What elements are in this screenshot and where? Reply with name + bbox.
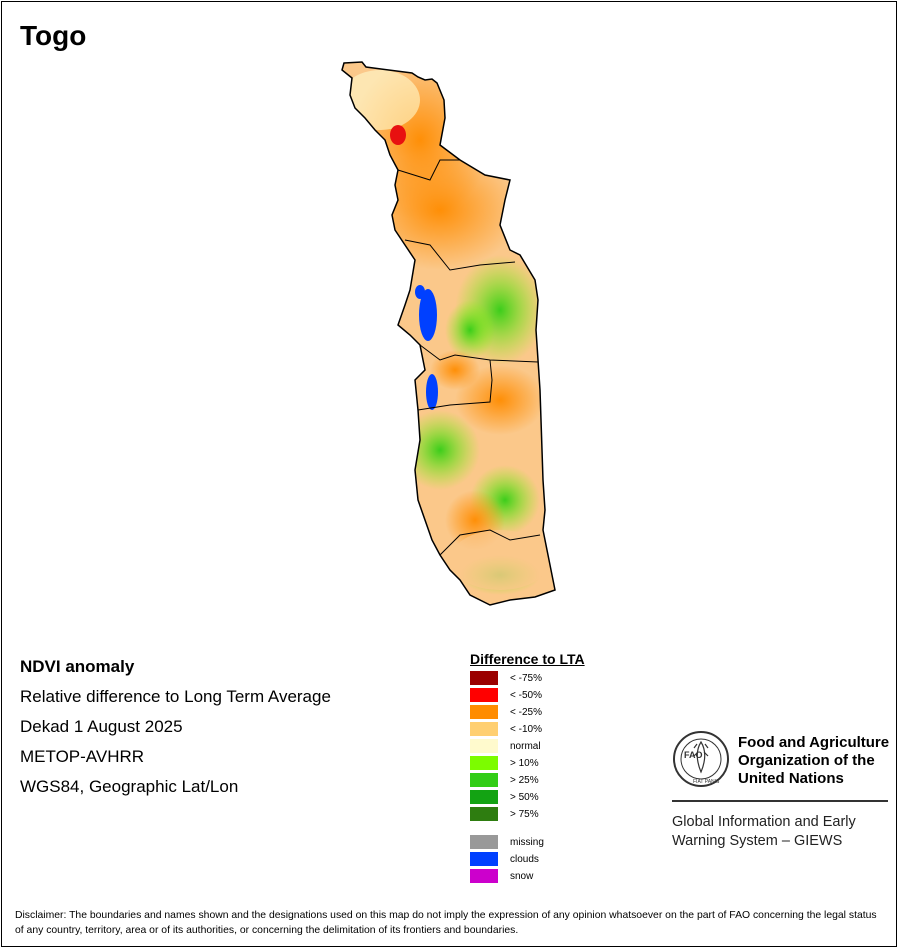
- legend-label: clouds: [510, 853, 539, 865]
- legend-label: snow: [510, 870, 534, 882]
- togo-ndvi-map: [341, 61, 556, 606]
- legend-swatch: [470, 688, 498, 702]
- legend-swatch: [470, 705, 498, 719]
- product-sensor: METOP-AVHRR: [20, 747, 145, 766]
- legend-item: normal: [470, 739, 541, 753]
- legend-item: > 10%: [470, 756, 539, 770]
- legend-label: < -10%: [510, 723, 542, 735]
- giews-name: Global Information and Early Warning Sys…: [672, 813, 892, 851]
- legend-label: < -50%: [510, 689, 542, 701]
- fao-name-line: Organization of the: [738, 752, 875, 769]
- legend-swatch: [470, 773, 498, 787]
- fao-name-line: Food and Agriculture: [738, 734, 890, 751]
- giews-line: Warning System – GIEWS: [672, 833, 843, 849]
- legend-swatch: [470, 671, 498, 685]
- legend-item: > 50%: [470, 790, 539, 804]
- legend-swatch: [470, 790, 498, 804]
- fao-divider: [672, 800, 888, 802]
- legend-item: < -25%: [470, 705, 542, 719]
- product-name: NDVI anomaly: [20, 657, 135, 676]
- legend-swatch: [470, 722, 498, 736]
- legend-swatch: [470, 739, 498, 753]
- legend-item: snow: [470, 869, 533, 883]
- legend-item: < -75%: [470, 671, 542, 685]
- legend-title: Difference to LTA: [470, 651, 585, 667]
- legend-label: > 50%: [510, 791, 539, 803]
- legend-label: > 10%: [510, 757, 539, 769]
- legend-item: > 25%: [470, 773, 539, 787]
- legend-label: > 75%: [510, 808, 539, 820]
- fao-name: Food and Agriculture Organization of the…: [738, 734, 898, 788]
- fao-name-line: United Nations: [738, 770, 844, 787]
- legend-item: < -50%: [470, 688, 542, 702]
- legend-label: normal: [510, 740, 541, 752]
- legend-swatch: [470, 807, 498, 821]
- legend-swatch: [470, 852, 498, 866]
- giews-line: Global Information and Early: [672, 814, 856, 830]
- fao-logo-motto: FIAT PANIS: [693, 779, 720, 785]
- legend: Difference to LTA < -75% < -50% < -25% <…: [470, 651, 585, 883]
- legend-swatch: [470, 869, 498, 883]
- map-title: Togo: [20, 20, 87, 51]
- legend-swatch: [470, 756, 498, 770]
- legend-item: clouds: [470, 852, 539, 866]
- legend-label: < -75%: [510, 672, 542, 684]
- product-description: Relative difference to Long Term Average: [20, 687, 331, 706]
- legend-item: missing: [470, 835, 544, 849]
- product-period: Dekad 1 August 2025: [20, 717, 183, 736]
- legend-label: > 25%: [510, 774, 539, 786]
- legend-item: > 75%: [470, 807, 539, 821]
- product-projection: WGS84, Geographic Lat/Lon: [20, 777, 239, 796]
- disclaimer: Disclaimer: The boundaries and names sho…: [15, 910, 877, 936]
- map-info: NDVI anomaly Relative difference to Long…: [20, 656, 331, 806]
- legend-item: < -10%: [470, 722, 542, 736]
- fao-logo-icon: FAO FIAT PANIS: [673, 731, 729, 787]
- legend-label: missing: [510, 836, 544, 848]
- fao-logo-letter-f: FAO: [684, 750, 703, 760]
- legend-label: < -25%: [510, 706, 542, 718]
- legend-swatch: [470, 835, 498, 849]
